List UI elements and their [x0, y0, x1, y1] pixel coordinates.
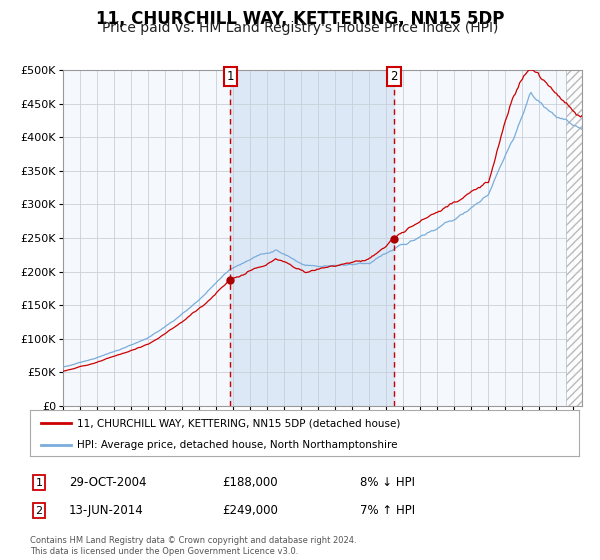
Text: 1: 1 [227, 70, 234, 83]
Text: 2: 2 [35, 506, 43, 516]
Bar [230, 70, 394, 406]
Text: 11, CHURCHILL WAY, KETTERING, NN15 5DP (detached house): 11, CHURCHILL WAY, KETTERING, NN15 5DP (… [77, 418, 400, 428]
Text: Contains HM Land Registry data © Crown copyright and database right 2024.
This d: Contains HM Land Registry data © Crown c… [30, 536, 356, 556]
Text: Price paid vs. HM Land Registry's House Price Index (HPI): Price paid vs. HM Land Registry's House … [102, 21, 498, 35]
Text: £188,000: £188,000 [222, 476, 278, 489]
Text: 11, CHURCHILL WAY, KETTERING, NN15 5DP: 11, CHURCHILL WAY, KETTERING, NN15 5DP [96, 10, 504, 28]
Text: 13-JUN-2014: 13-JUN-2014 [69, 504, 144, 517]
Text: 29-OCT-2004: 29-OCT-2004 [69, 476, 146, 489]
Text: HPI: Average price, detached house, North Northamptonshire: HPI: Average price, detached house, Nort… [77, 440, 397, 450]
Text: 8% ↓ HPI: 8% ↓ HPI [360, 476, 415, 489]
Text: 2: 2 [390, 70, 398, 83]
Text: £249,000: £249,000 [222, 504, 278, 517]
Bar [566, 70, 582, 406]
Text: 7% ↑ HPI: 7% ↑ HPI [360, 504, 415, 517]
Text: 1: 1 [35, 478, 43, 488]
